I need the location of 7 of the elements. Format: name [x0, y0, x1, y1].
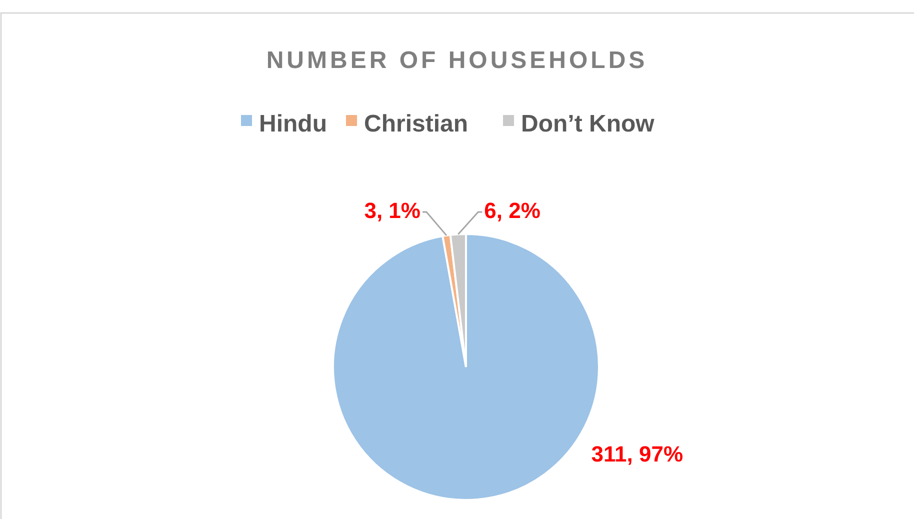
legend-label: Hindu — [259, 110, 327, 138]
data-label: 3, 1% — [364, 198, 420, 223]
legend-label: Christian — [364, 110, 468, 138]
chart-title: NUMBER OF HOUSEHOLDS — [266, 47, 648, 74]
data-label: 311, 97% — [591, 442, 684, 467]
legend-label: Don’t Know — [521, 110, 655, 138]
data-label: 6, 2% — [484, 198, 540, 223]
